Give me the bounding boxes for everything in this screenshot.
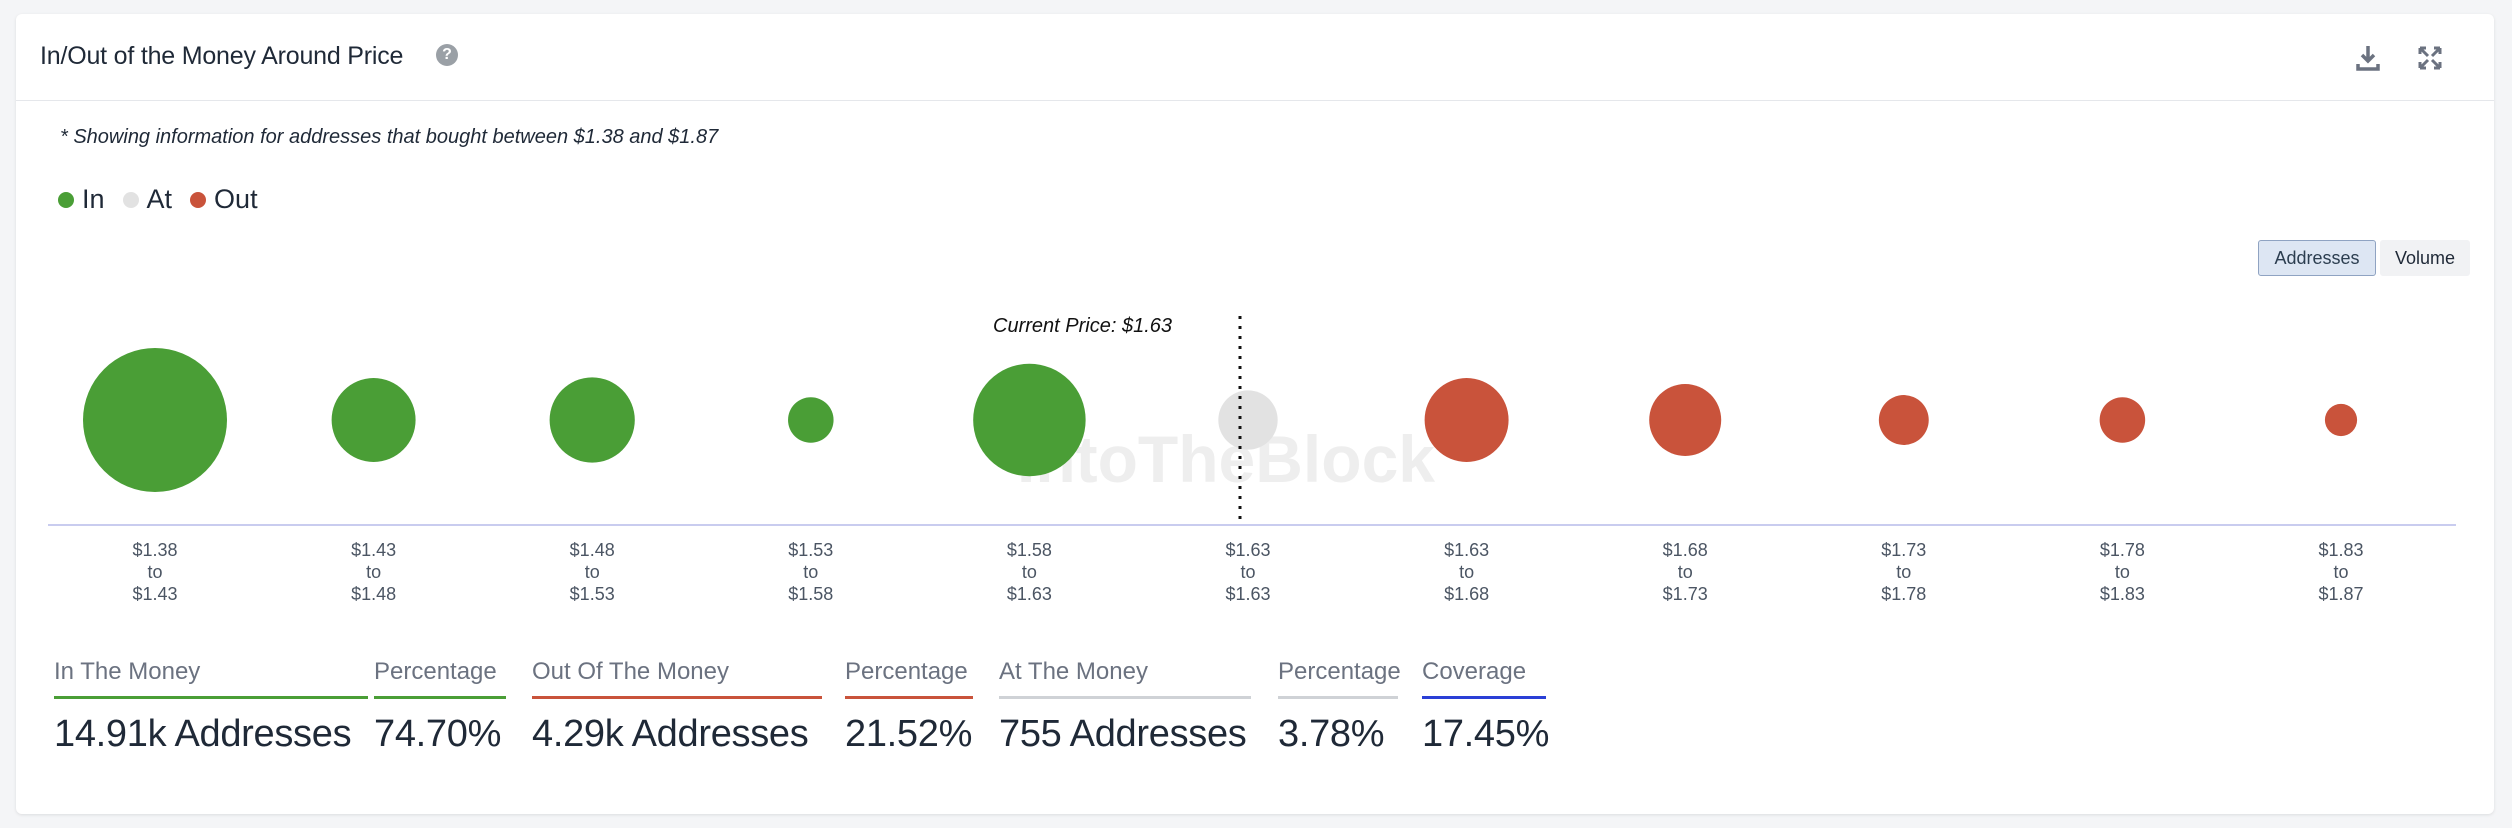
bubble-out (2324, 403, 2358, 437)
chart-card: In/Out of the Money Around Price ? * Sho… (16, 14, 2494, 814)
tick-label: $1.48 (570, 540, 615, 560)
tick-label: $1.73 (1881, 540, 1926, 560)
bubble-at (1218, 390, 1278, 450)
bubble-in (973, 363, 1086, 477)
tick-label: to (1896, 562, 1911, 582)
tick-label: to (1240, 562, 1255, 582)
bubble-in (549, 377, 635, 463)
expand-icon[interactable] (2412, 40, 2448, 76)
legend-dot-at (122, 191, 139, 208)
stat-at-percentage: Percentage 3.78% (1278, 658, 1401, 756)
bubble-chart: IntoTheBlock$1.38to$1.43$1.43to$1.48$1.4… (48, 315, 2456, 604)
tick-label: $1.83 (2318, 540, 2363, 560)
stat-coverage: Coverage 17.45% (1422, 658, 1550, 756)
legend-item-in[interactable]: In (58, 184, 105, 215)
help-icon[interactable]: ? (436, 44, 458, 66)
stat-value-coverage: 17.45% (1422, 713, 1550, 755)
tick-label: to (1022, 562, 1037, 582)
tick-label: $1.58 (788, 584, 833, 604)
stat-value-out-of-the-money: 4.29k Addresses (532, 713, 809, 755)
tick-label: $1.43 (132, 584, 177, 604)
stat-label-out-percentage: Percentage (845, 658, 973, 699)
tick-label: to (803, 562, 818, 582)
tick-label: $1.63 (1225, 540, 1270, 560)
stat-label-in-the-money: In The Money (54, 658, 368, 699)
volume-toggle-button[interactable]: Volume (2380, 240, 2470, 276)
tick-label: $1.48 (351, 584, 396, 604)
stat-value-at-percentage: 3.78% (1278, 713, 1385, 755)
addresses-toggle-button[interactable]: Addresses (2258, 240, 2376, 276)
legend-dot-in (58, 191, 74, 208)
tick-label: to (147, 562, 162, 582)
tick-label: to (1678, 562, 1693, 582)
tick-label: to (585, 562, 600, 582)
legend-label-in: In (82, 184, 105, 214)
tick-label: $1.73 (1663, 584, 1708, 604)
bubble-out (1878, 395, 1929, 445)
tick-label: $1.38 (132, 540, 177, 560)
stat-in-the-money: In The Money 14.91k Addresses (54, 658, 368, 756)
card-title: In/Out of the Money Around Price (40, 42, 404, 70)
tick-label: $1.68 (1444, 584, 1489, 604)
tick-label: $1.78 (1881, 584, 1926, 604)
stat-label-at-the-money: At The Money (999, 658, 1251, 699)
tick-label: $1.53 (570, 584, 615, 604)
tick-label: $1.63 (1225, 584, 1270, 604)
current-price-label: Current Price: $1.63 (993, 315, 1172, 337)
stat-out-percentage: Percentage 21.52% (845, 658, 973, 756)
bubble-in (331, 378, 416, 462)
tick-label: $1.43 (351, 540, 396, 560)
tick-label: $1.83 (2100, 584, 2145, 604)
stat-label-out-of-the-money: Out Of The Money (532, 658, 822, 699)
legend-dot-out (190, 191, 207, 208)
tick-label: $1.63 (1444, 540, 1489, 560)
legend-item-out[interactable]: Out (190, 184, 258, 215)
stat-label-at-percentage: Percentage (1278, 658, 1401, 699)
stat-at-the-money: At The Money 755 Addresses (999, 658, 1251, 756)
download-icon[interactable] (2350, 40, 2386, 76)
stat-value-out-percentage: 21.52% (845, 713, 973, 755)
tick-label: $1.63 (1007, 584, 1052, 604)
card-header: In/Out of the Money Around Price ? (16, 14, 2494, 101)
stat-value-in-the-money: 14.91k Addresses (54, 713, 352, 755)
tick-label: to (1459, 562, 1474, 582)
stat-label-in-percentage: Percentage (374, 658, 506, 699)
tick-label: $1.58 (1007, 540, 1052, 560)
tick-label: to (2115, 562, 2130, 582)
tick-label: $1.78 (2100, 540, 2145, 560)
bubble-in (83, 348, 227, 492)
legend: In At Out (58, 184, 276, 215)
stat-value-in-percentage: 74.70% (374, 713, 502, 755)
bubble-out (1649, 384, 1722, 456)
tick-label: to (366, 562, 381, 582)
bubble-out (2099, 397, 2146, 443)
stat-out-of-the-money: Out Of The Money 4.29k Addresses (532, 658, 822, 756)
stat-label-coverage: Coverage (1422, 658, 1546, 699)
tick-label: $1.53 (788, 540, 833, 560)
stat-value-at-the-money: 755 Addresses (999, 713, 1247, 755)
tick-label: to (2333, 562, 2348, 582)
range-note: * Showing information for addresses that… (60, 126, 719, 148)
stat-in-percentage: Percentage 74.70% (374, 658, 506, 756)
legend-item-at[interactable]: At (122, 184, 173, 215)
bubble-out (1424, 378, 1509, 462)
bubble-in (788, 397, 834, 443)
tick-label: $1.68 (1663, 540, 1708, 560)
legend-label-out: Out (214, 184, 258, 214)
legend-label-at: At (146, 184, 173, 214)
tick-label: $1.87 (2318, 584, 2363, 604)
